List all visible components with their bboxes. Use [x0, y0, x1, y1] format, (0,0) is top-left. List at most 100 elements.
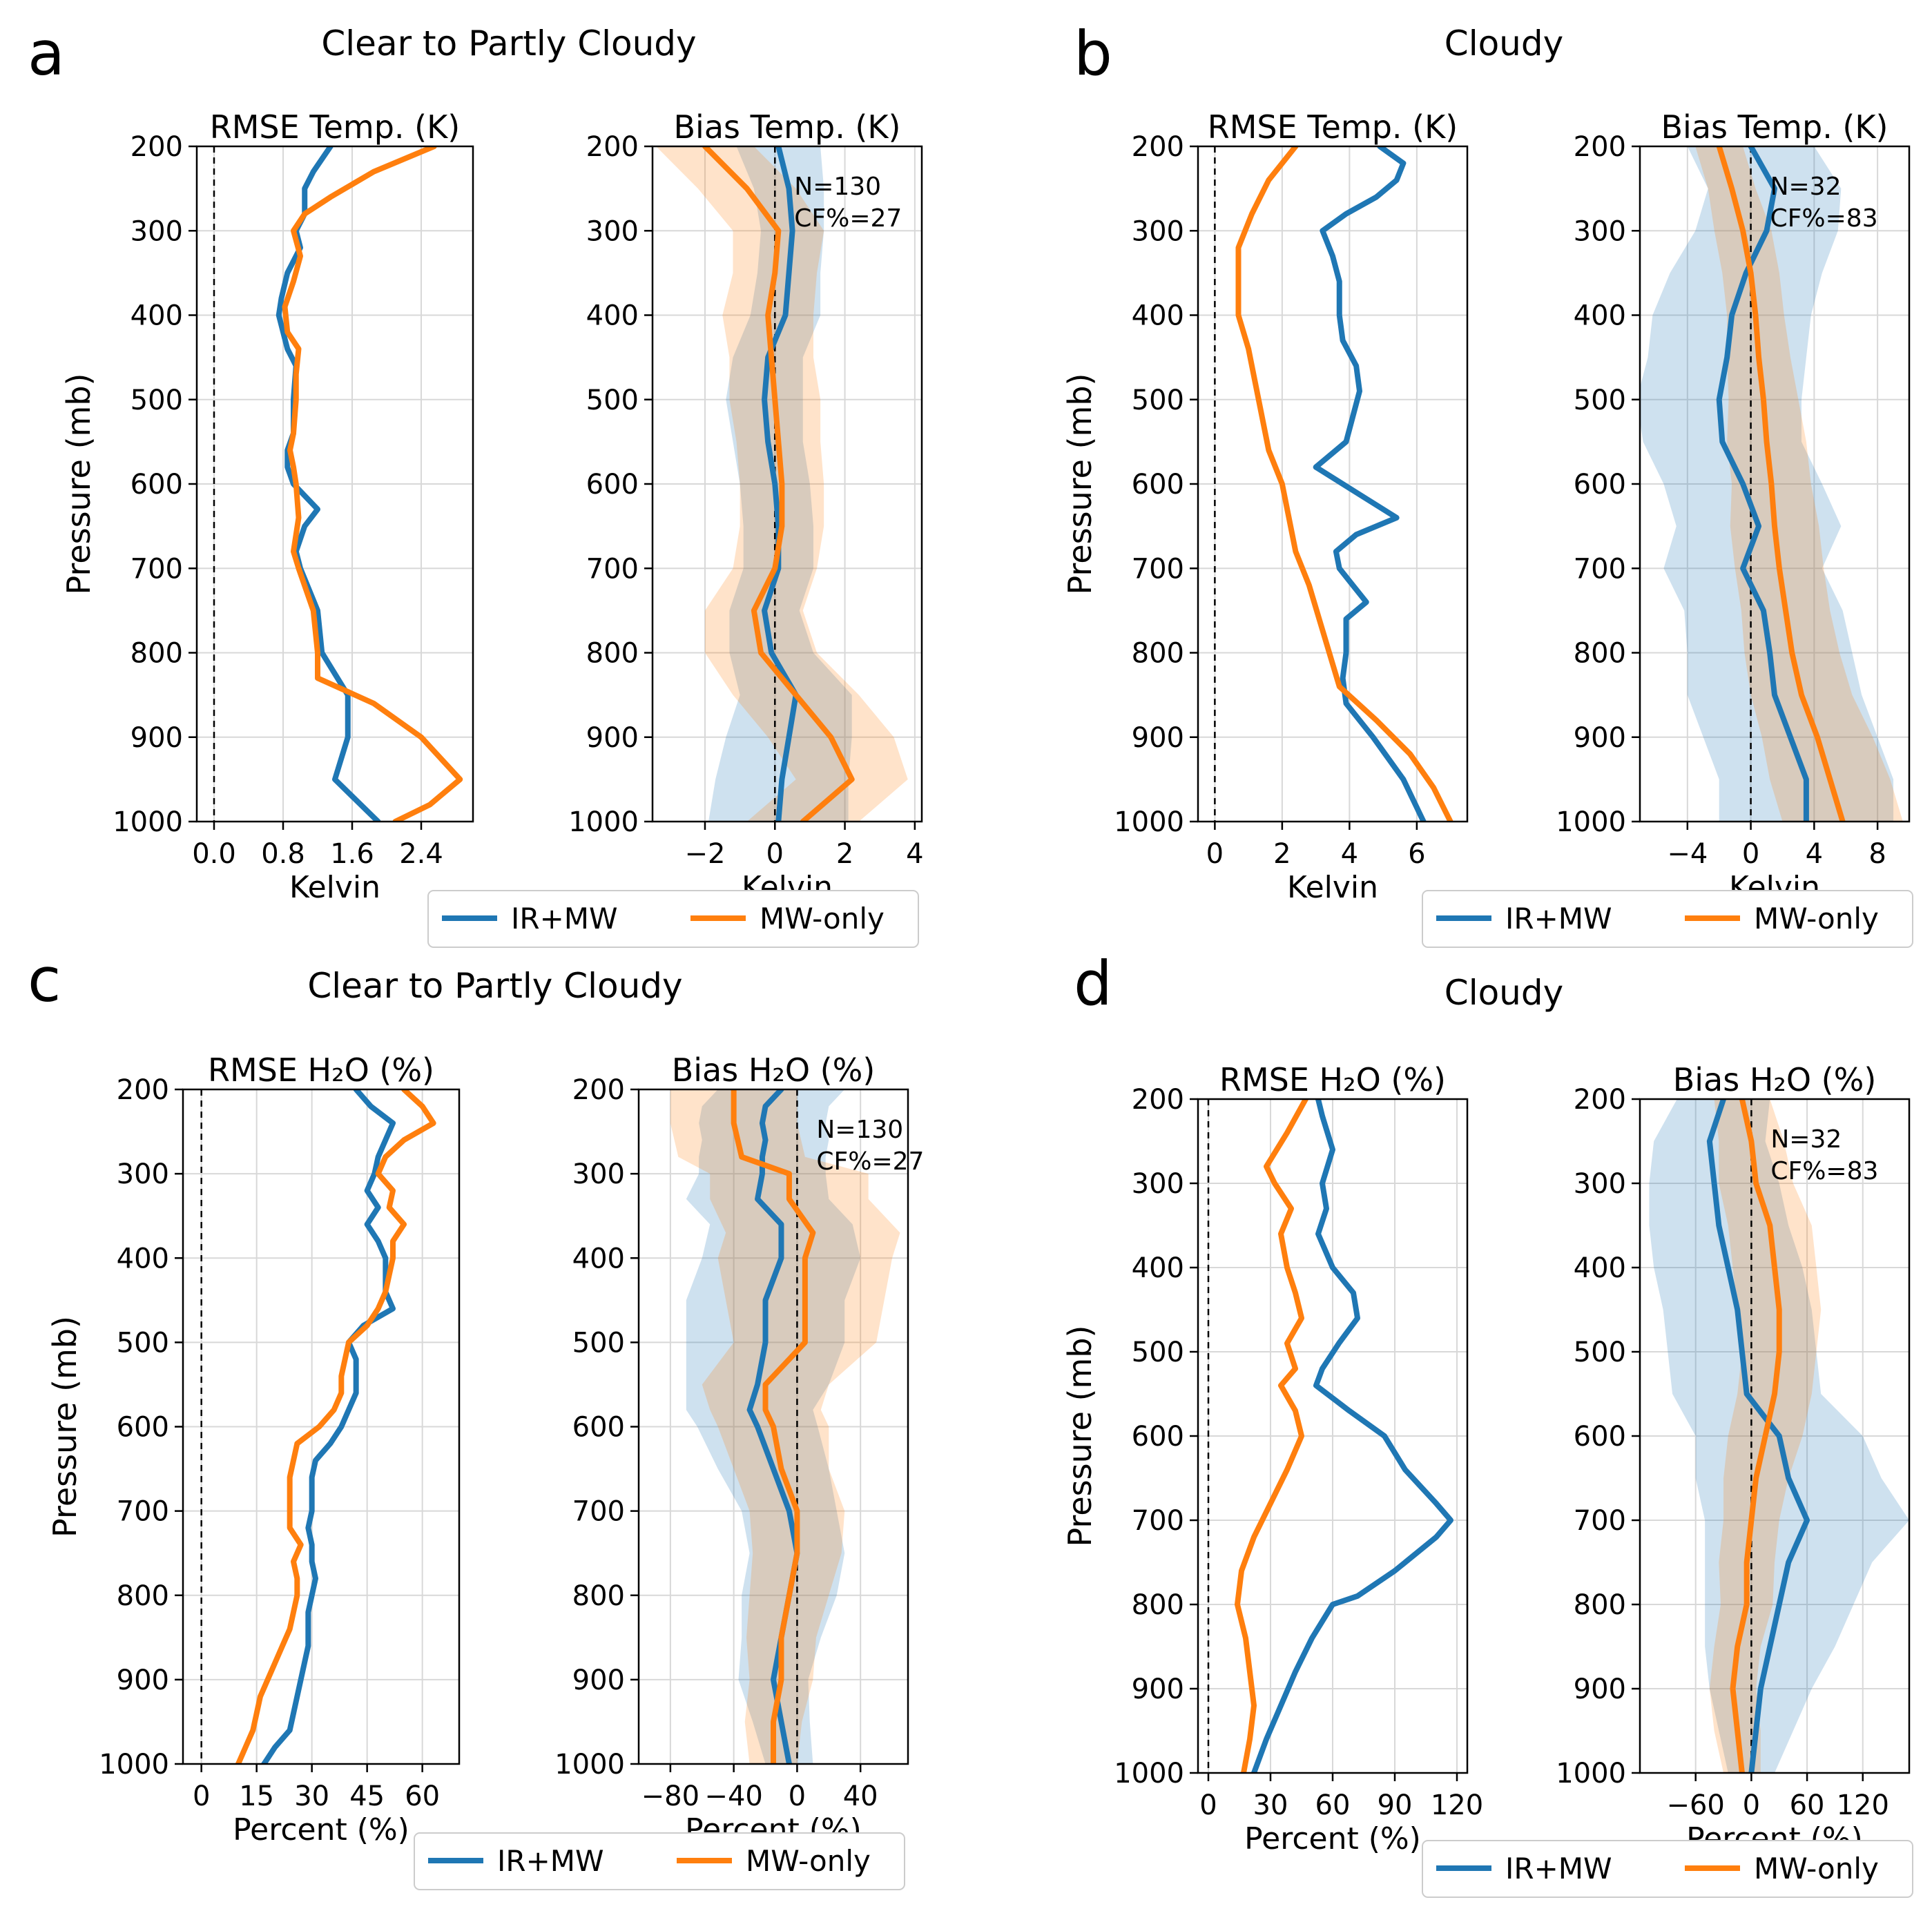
profile-line-ir-mw	[1313, 146, 1427, 822]
x-tick-label: 60	[405, 1781, 440, 1812]
plot-area	[1649, 1099, 1909, 1773]
plot-area	[656, 146, 908, 822]
x-tick-label: 0	[1199, 1789, 1217, 1821]
y-tick-label: 700	[1132, 553, 1184, 585]
subplot-d-rmse: 0 30 60 90 120 200 300 400 500 600 700 800 900 1000 RM…	[1061, 1061, 1483, 1856]
x-tick-label: 2	[1273, 838, 1291, 870]
subplot-a-bias: −2 0 2 4 200 300 400 500 600 700 800 900 1000 Bias Te…	[568, 108, 923, 905]
y-tick-label: 700	[1132, 1505, 1184, 1537]
y-tick-label: 800	[1132, 638, 1184, 670]
y-tick-label: 200	[1574, 1084, 1626, 1116]
y-tick-label: 900	[131, 722, 183, 754]
y-tick-label: 200	[586, 131, 639, 163]
plot-area	[200, 1089, 436, 1764]
y-tick-label: 900	[1132, 722, 1184, 754]
y-tick-label: 700	[1574, 1505, 1626, 1537]
y-tick-label: 500	[586, 385, 639, 416]
y-axis-label: Pressure (mb)	[1061, 1326, 1099, 1547]
sample-annotation: N=130	[794, 173, 881, 201]
profile-line-mw-only	[702, 146, 855, 822]
y-tick-label: 400	[586, 300, 639, 332]
y-tick-label: 1000	[568, 806, 639, 838]
y-tick-label: 600	[572, 1412, 625, 1444]
y-tick-label: 300	[117, 1158, 169, 1190]
legend-label-mw-only: MW-only	[746, 1844, 871, 1878]
spread-band-mw-only	[1695, 146, 1903, 822]
x-tick-label: 0	[789, 1781, 806, 1812]
y-tick-label: 300	[572, 1158, 625, 1190]
y-tick-label: 600	[1574, 469, 1626, 501]
profile-line-mw-only	[1235, 1099, 1308, 1773]
x-tick-label: 0.0	[192, 838, 236, 870]
y-tick-label: 500	[1132, 385, 1184, 416]
sample-annotation: CF%=83	[1770, 1157, 1878, 1185]
y-tick-label: 300	[1132, 215, 1184, 247]
profile-line-ir-mw	[261, 1089, 396, 1764]
x-tick-label: 4	[1806, 838, 1823, 870]
subplots: 0.0 0.8 1.6 2.42003004005006007008009001000…	[46, 108, 1911, 1856]
spread-band-mw-only	[670, 1089, 900, 1764]
panel-letter-a: a	[28, 18, 65, 89]
subplot-title: RMSE Temp. (K)	[1208, 108, 1458, 146]
y-tick-label: 800	[131, 638, 183, 670]
legend-label-ir-mw: IR+MW	[1505, 1852, 1612, 1885]
y-tick-label: 800	[117, 1580, 169, 1612]
legend-label-ir-mw: IR+MW	[511, 902, 618, 935]
legend-label-ir-mw: IR+MW	[1505, 902, 1612, 935]
y-tick-label: 1000	[554, 1749, 625, 1781]
y-tick-label: 900	[1574, 1674, 1626, 1705]
panel-letter-d: d	[1074, 948, 1112, 1019]
x-tick-label: 6	[1408, 838, 1425, 870]
y-tick-label: 400	[1132, 300, 1184, 332]
sample-annotation: N=130	[816, 1116, 903, 1144]
legend-c: IR+MW MW-only	[414, 1832, 905, 1890]
y-tick-label: 700	[572, 1496, 625, 1528]
subplot-title: Bias Temp. (K)	[673, 108, 900, 146]
y-tick-label: 900	[117, 1665, 169, 1696]
x-tick-label: 0	[1742, 838, 1759, 870]
x-tick-label: 0	[193, 1781, 210, 1812]
profile-line-ir-mw	[1251, 1099, 1453, 1773]
x-tick-label: −4	[1667, 838, 1708, 870]
y-tick-label: 500	[1132, 1337, 1184, 1368]
y-tick-label: 700	[1574, 553, 1626, 585]
y-tick-label: 900	[1574, 722, 1626, 754]
legend-label-mw-only: MW-only	[760, 902, 885, 935]
y-tick-label: 800	[572, 1580, 625, 1612]
subplot-title: Bias Temp. (K)	[1661, 108, 1888, 146]
y-tick-label: 400	[117, 1243, 169, 1274]
y-tick-label: 800	[586, 638, 639, 670]
x-tick-label: 0	[1206, 838, 1224, 870]
panel-title-c: Clear to Partly Cloudy	[307, 966, 682, 1006]
legend-frame	[414, 1832, 905, 1890]
legend-frame	[427, 890, 919, 948]
profile-line-mw-only	[1235, 146, 1453, 822]
profile-line-ir-mw	[1716, 146, 1809, 822]
y-axis-label: Pressure (mb)	[1061, 374, 1099, 595]
y-tick-label: 500	[117, 1327, 169, 1359]
y-tick-label: 500	[1574, 1337, 1626, 1368]
y-tick-label: 400	[1574, 300, 1626, 332]
subplot-b-rmse: 0 2 4 6 200 300 400 500 600 700 800 900 1000 RMSE Tem…	[1061, 108, 1469, 905]
y-tick-label: 200	[1574, 131, 1626, 163]
profile-line-mw-only	[282, 146, 463, 822]
y-tick-label: 200	[1132, 1084, 1184, 1116]
plot-area	[1207, 1099, 1453, 1773]
subplot-a-rmse: 0.0 0.8 1.6 2.4 200 300 400 500 600 700 800 900 1000…	[60, 108, 474, 905]
y-tick-label: 900	[1132, 1674, 1184, 1705]
x-axis-label: Percent (%)	[1244, 1821, 1421, 1856]
x-axis-label: Kelvin	[289, 870, 380, 905]
y-tick-label: 1000	[1114, 1758, 1184, 1789]
legend-b: IR+MW MW-only	[1422, 890, 1913, 948]
y-tick-label: 700	[117, 1496, 169, 1528]
x-tick-label: 8	[1868, 838, 1886, 870]
plot-area	[670, 1089, 900, 1764]
x-tick-label: 15	[239, 1781, 274, 1812]
y-tick-label: 300	[1574, 215, 1626, 247]
y-axis-label: Pressure (mb)	[46, 1316, 84, 1537]
x-tick-label: 120	[1431, 1789, 1483, 1821]
y-tick-label: 300	[1574, 1168, 1626, 1200]
sample-annotation: N=32	[1770, 173, 1842, 201]
y-tick-label: 200	[117, 1074, 169, 1106]
